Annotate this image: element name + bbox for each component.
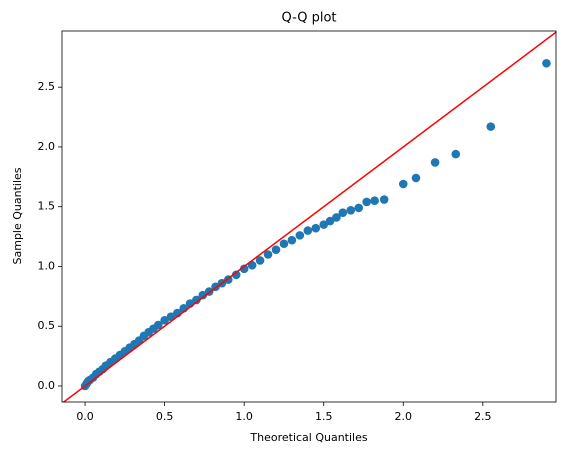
- point: [239, 264, 249, 274]
- point: [166, 312, 176, 321]
- point: [319, 220, 329, 229]
- point: [279, 239, 289, 249]
- point: [303, 226, 313, 235]
- axes-frame: [61, 30, 557, 403]
- point: [231, 270, 241, 280]
- point: [332, 213, 341, 222]
- x-tick-label: 2.5: [474, 410, 492, 423]
- point: [542, 58, 551, 68]
- point: [430, 158, 440, 167]
- point: [362, 197, 371, 207]
- x-tick-label: 1.0: [235, 410, 253, 423]
- x-tick-label: 1.5: [315, 410, 333, 423]
- point: [411, 173, 421, 183]
- point: [255, 256, 265, 265]
- point: [192, 295, 201, 305]
- point: [295, 231, 305, 240]
- point: [370, 196, 379, 206]
- point: [198, 290, 208, 300]
- y-tick-label: 2.0: [38, 140, 56, 153]
- point: [379, 195, 389, 204]
- point: [354, 203, 364, 213]
- y-tick-label: 2.5: [38, 80, 56, 93]
- x-tick-label: 0.5: [156, 410, 174, 423]
- y-tick-label: 0.5: [38, 319, 56, 332]
- chart-title: Q-Q plot: [281, 11, 336, 26]
- y-tick-label: 1.0: [38, 259, 56, 272]
- point: [451, 149, 461, 159]
- point: [247, 260, 257, 270]
- x-tick-label: 0.0: [76, 410, 94, 423]
- y-tick-label: 0.0: [38, 379, 56, 392]
- point: [325, 216, 335, 226]
- plot-area: [62, 31, 556, 402]
- point: [346, 205, 356, 215]
- point: [311, 223, 321, 233]
- point: [398, 179, 408, 189]
- point: [153, 320, 163, 330]
- point: [287, 235, 297, 245]
- point: [486, 122, 496, 131]
- x-tick-label: 2.0: [395, 410, 413, 423]
- point: [338, 208, 348, 217]
- reference-line: [62, 31, 556, 402]
- x-axis-label: Theoretical Quantiles: [249, 431, 367, 444]
- point: [263, 250, 273, 259]
- point: [271, 245, 281, 255]
- y-axis-label: Sample Quantiles: [11, 167, 24, 264]
- y-tick-label: 1.5: [38, 200, 56, 213]
- point: [160, 315, 169, 325]
